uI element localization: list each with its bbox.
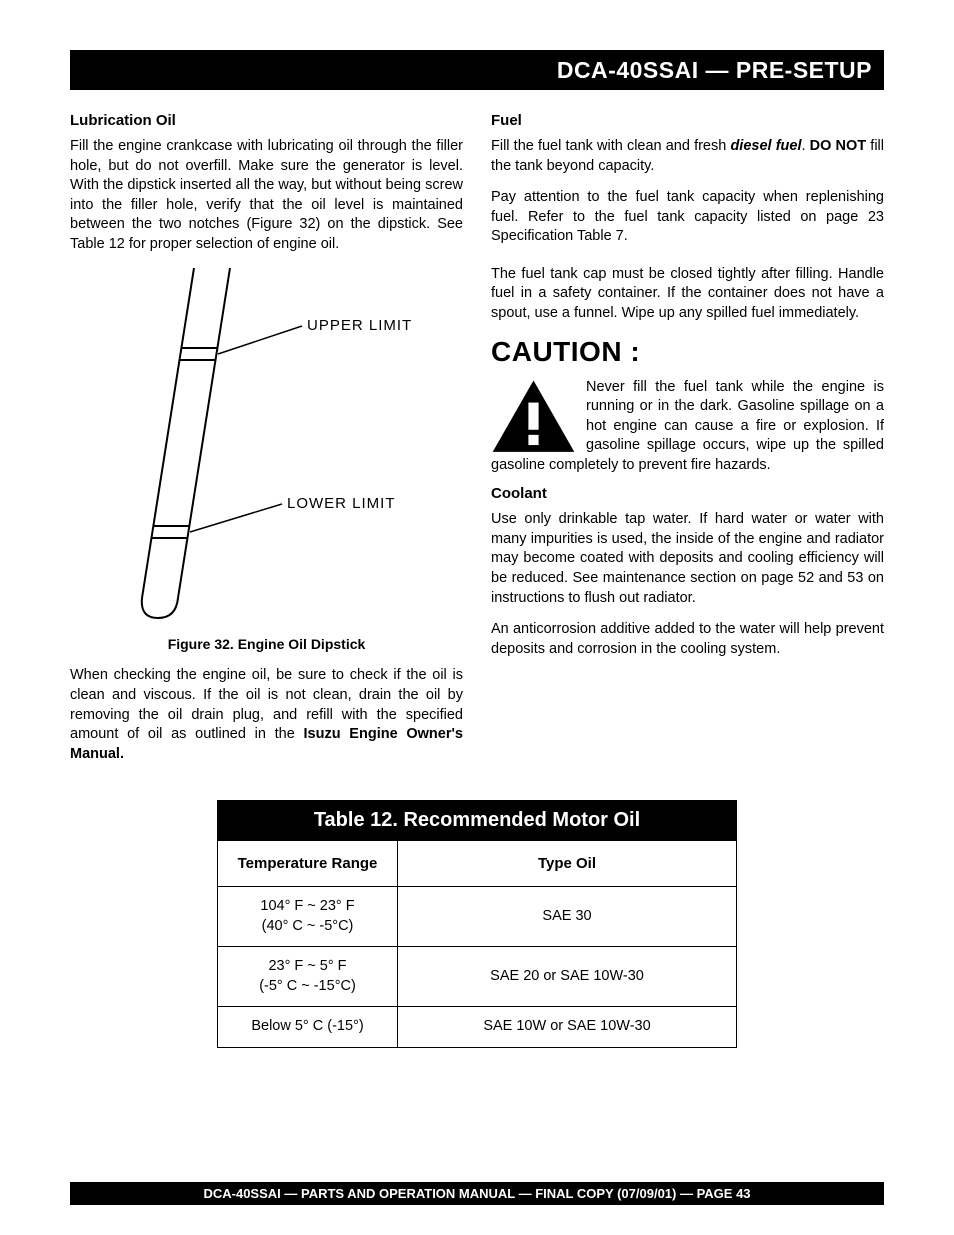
- fuel-paragraph-3: The fuel tank cap must be closed tightly…: [491, 265, 884, 324]
- coolant-heading: Coolant: [491, 485, 884, 502]
- table-cell-oil: SAE 20 or SAE 10W-30: [398, 947, 737, 1007]
- table-row: 104° F ~ 23° F(40° C ~ -5°C) SAE 30: [218, 887, 737, 947]
- lubrication-paragraph-2: When checking the engine oil, be sure to…: [70, 666, 463, 764]
- dipstick-diagram-icon: UPPER LIMIT LOWER LIMIT: [102, 268, 432, 628]
- table-cell-temp: 104° F ~ 23° F(40° C ~ -5°C): [218, 887, 398, 947]
- table-header-row: Temperature Range Type Oil: [218, 841, 737, 887]
- page-header-bar: DCA-40SSAI — PRE-SETUP: [70, 50, 884, 90]
- table-cell-temp: 23° F ~ 5° F(-5° C ~ -15°C): [218, 947, 398, 1007]
- fuel-p1-diesel: diesel fuel: [730, 138, 801, 154]
- fuel-p1-c: .: [801, 138, 809, 154]
- fuel-p1-a: Fill the fuel tank with clean and fresh: [491, 138, 730, 154]
- lubrication-paragraph-1: Fill the engine crankcase with lubricati…: [70, 137, 463, 254]
- upper-limit-label: UPPER LIMIT: [307, 317, 412, 334]
- table-cell-temp: Below 5° C (-15°): [218, 1007, 398, 1048]
- coolant-paragraph-1: Use only drinkable tap water. If hard wa…: [491, 510, 884, 608]
- figure-32-caption: Figure 32. Engine Oil Dipstick: [70, 636, 463, 652]
- fuel-p1-donot: DO NOT: [810, 138, 867, 154]
- fuel-paragraph-1: Fill the fuel tank with clean and fresh …: [491, 137, 884, 176]
- page-footer-text: DCA-40SSAI — PARTS AND OPERATION MANUAL …: [203, 1186, 750, 1201]
- caution-heading: CAUTION :: [491, 336, 884, 368]
- table-row: Below 5° C (-15°) SAE 10W or SAE 10W-30: [218, 1007, 737, 1048]
- motor-oil-table: Table 12. Recommended Motor Oil Temperat…: [217, 800, 737, 1048]
- right-column: Fuel Fill the fuel tank with clean and f…: [491, 112, 884, 776]
- fuel-paragraph-2: Pay attention to the fuel tank capacity …: [491, 188, 884, 247]
- lubrication-heading: Lubrication Oil: [70, 112, 463, 129]
- table-12: Table 12. Recommended Motor Oil Temperat…: [217, 800, 737, 1048]
- left-column: Lubrication Oil Fill the engine crankcas…: [70, 112, 463, 776]
- lower-limit-label: LOWER LIMIT: [287, 495, 396, 512]
- table-cell-oil: SAE 30: [398, 887, 737, 947]
- figure-32: UPPER LIMIT LOWER LIMIT Figure 32. Engin…: [70, 268, 463, 652]
- table-col-oil: Type Oil: [398, 841, 737, 887]
- page-header-title: DCA-40SSAI — PRE-SETUP: [557, 57, 872, 84]
- fuel-heading: Fuel: [491, 112, 884, 129]
- table-row: 23° F ~ 5° F(-5° C ~ -15°C) SAE 20 or SA…: [218, 947, 737, 1007]
- warning-triangle-icon: [491, 378, 576, 456]
- table-title: Table 12. Recommended Motor Oil: [218, 801, 737, 841]
- table-cell-oil: SAE 10W or SAE 10W-30: [398, 1007, 737, 1048]
- coolant-paragraph-2: An anticorrosion additive added to the w…: [491, 620, 884, 659]
- table-col-temp: Temperature Range: [218, 841, 398, 887]
- content-columns: Lubrication Oil Fill the engine crankcas…: [70, 112, 884, 776]
- table-title-row: Table 12. Recommended Motor Oil: [218, 801, 737, 841]
- page-footer-bar: DCA-40SSAI — PARTS AND OPERATION MANUAL …: [70, 1182, 884, 1205]
- caution-block: Never fill the fuel tank while the engin…: [491, 378, 884, 476]
